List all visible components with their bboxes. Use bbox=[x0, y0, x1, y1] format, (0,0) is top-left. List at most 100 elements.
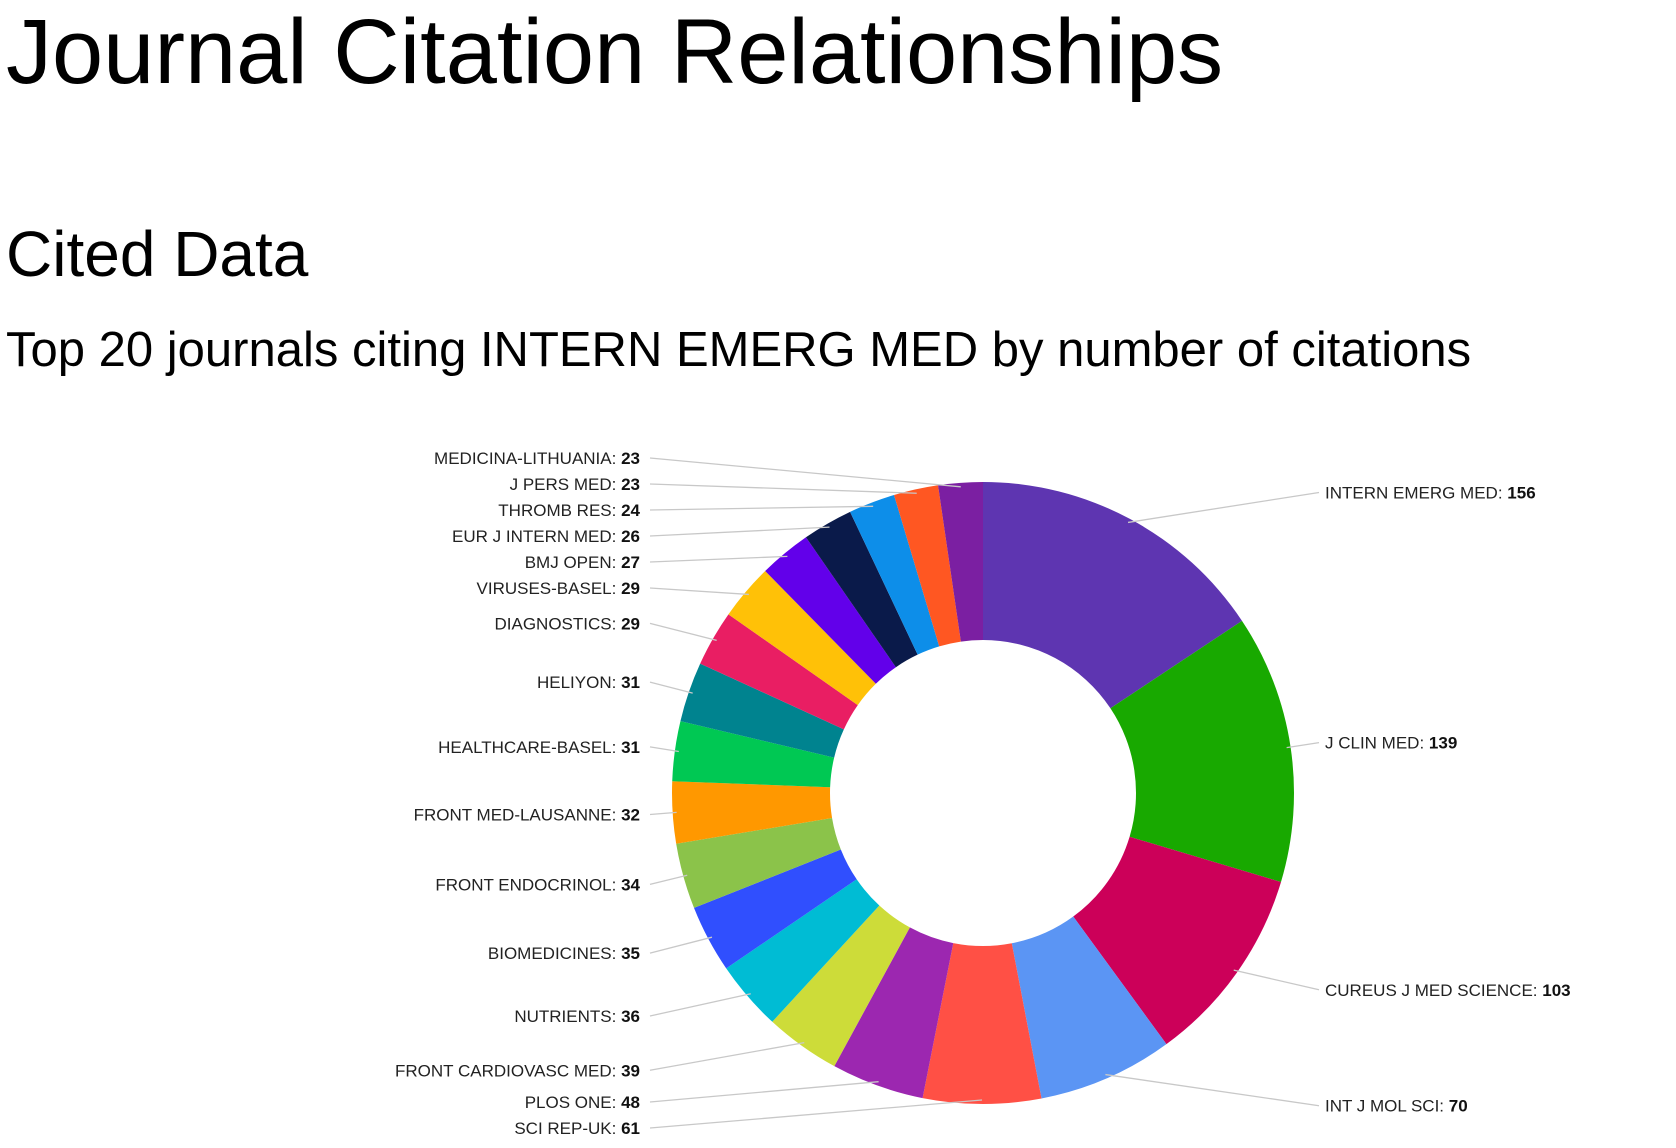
slice-label-medicina-lithuania: MEDICINA-LITHUANIA: 23 bbox=[434, 449, 640, 468]
slice-label-biomedicines: BIOMEDICINES: 35 bbox=[488, 944, 640, 963]
chart-leader-lines bbox=[649, 457, 1320, 1129]
slice-label-name: NUTRIENTS: bbox=[514, 1007, 621, 1026]
leader-line-bmj-open bbox=[649, 555, 788, 563]
slice-label-name: INT J MOL SCI: bbox=[1325, 1097, 1449, 1116]
slice-label-value: 70 bbox=[1449, 1097, 1468, 1116]
slice-label-name: EUR J INTERN MED: bbox=[452, 527, 621, 546]
slice-label-value: 23 bbox=[621, 475, 640, 494]
slice-healthcare-basel bbox=[672, 721, 835, 788]
slice-label-value: 31 bbox=[621, 738, 640, 757]
slice-label-intern-emerg-med: INTERN EMERG MED: 156 bbox=[1325, 483, 1536, 502]
slice-diagnostics bbox=[700, 614, 858, 730]
slice-label-name: INTERN EMERG MED: bbox=[1325, 483, 1507, 502]
slice-label-value: 26 bbox=[621, 527, 640, 546]
slice-label-name: FRONT MED-LAUSANNE: bbox=[414, 805, 622, 824]
slice-front-endocrinol bbox=[676, 817, 841, 908]
slice-label-name: MEDICINA-LITHUANIA: bbox=[434, 449, 621, 468]
slice-label-name: FRONT ENDOCRINOL: bbox=[435, 875, 621, 894]
slice-front-cardiovasc-med bbox=[772, 905, 910, 1067]
slice-label-value: 34 bbox=[621, 875, 640, 894]
leader-line-nutrients bbox=[649, 993, 751, 1017]
slice-label-name: J PERS MED: bbox=[510, 475, 621, 494]
slice-j-clin-med bbox=[1110, 620, 1294, 882]
leader-line-biomedicines bbox=[649, 936, 713, 954]
leader-line-sci-rep-uk bbox=[649, 1099, 983, 1129]
section-title: Cited Data bbox=[6, 218, 309, 290]
slice-label-front-med-lausanne: FRONT MED-LAUSANNE: 32 bbox=[414, 805, 640, 824]
slice-medicina-lithuania bbox=[938, 482, 983, 642]
slice-intern-emerg-med bbox=[983, 482, 1242, 709]
slice-heliyon bbox=[680, 663, 844, 758]
slice-label-name: CUREUS J MED SCIENCE: bbox=[1325, 981, 1542, 1000]
slice-int-j-mol-sci bbox=[1011, 916, 1167, 1099]
leader-line-front-med-lausanne bbox=[649, 811, 677, 816]
slice-label-bmj-open: BMJ OPEN: 27 bbox=[525, 553, 640, 572]
slice-label-sci-rep-uk: SCI REP-UK: 61 bbox=[514, 1119, 640, 1138]
leader-line-thromb-res bbox=[649, 505, 874, 511]
slice-label-healthcare-basel: HEALTHCARE-BASEL: 31 bbox=[438, 738, 640, 757]
slice-label-name: HEALTHCARE-BASEL: bbox=[438, 738, 621, 757]
slice-label-value: 36 bbox=[621, 1007, 640, 1026]
slice-label-eur-j-intern-med: EUR J INTERN MED: 26 bbox=[452, 527, 640, 546]
slice-eur-j-intern-med bbox=[805, 511, 918, 668]
slice-label-value: 35 bbox=[621, 944, 640, 963]
slice-label-heliyon: HELIYON: 31 bbox=[537, 673, 640, 692]
slice-cureus-j-med-science bbox=[1073, 836, 1281, 1045]
slice-label-name: DIAGNOSTICS: bbox=[495, 614, 622, 633]
leader-line-intern-emerg-med bbox=[1127, 491, 1320, 524]
leader-line-medicina-lithuania bbox=[649, 457, 961, 488]
leader-line-diagnostics bbox=[649, 622, 717, 641]
leader-line-plos-one bbox=[649, 1081, 879, 1103]
slice-label-value: 139 bbox=[1429, 734, 1457, 753]
slice-label-thromb-res: THROMB RES: 24 bbox=[498, 501, 640, 520]
slice-label-name: VIRUSES-BASEL: bbox=[477, 579, 622, 598]
slice-viruses-basel bbox=[728, 571, 876, 706]
page-title: Journal Citation Relationships bbox=[6, 1, 1224, 103]
slice-label-j-pers-med: J PERS MED: 23 bbox=[510, 475, 640, 494]
slice-label-nutrients: NUTRIENTS: 36 bbox=[514, 1007, 640, 1026]
slice-nutrients bbox=[726, 879, 880, 1022]
slice-label-name: PLOS ONE: bbox=[525, 1093, 621, 1112]
slice-label-value: 103 bbox=[1542, 981, 1570, 1000]
slice-front-med-lausanne bbox=[672, 781, 833, 844]
slice-label-value: 23 bbox=[621, 449, 640, 468]
slice-label-name: BMJ OPEN: bbox=[525, 553, 621, 572]
slice-label-name: HELIYON: bbox=[537, 673, 621, 692]
slice-label-front-cardiovasc-med: FRONT CARDIOVASC MED: 39 bbox=[395, 1061, 640, 1080]
leader-line-heliyon bbox=[649, 681, 693, 694]
slice-label-value: 29 bbox=[621, 614, 640, 633]
slice-label-value: 61 bbox=[621, 1119, 640, 1138]
slice-label-plos-one: PLOS ONE: 48 bbox=[525, 1093, 640, 1112]
slice-label-name: FRONT CARDIOVASC MED: bbox=[395, 1061, 621, 1080]
leader-line-j-clin-med bbox=[1286, 741, 1320, 749]
slice-label-value: 39 bbox=[621, 1061, 640, 1080]
leader-line-j-pers-med bbox=[649, 483, 917, 494]
slice-label-name: SCI REP-UK: bbox=[514, 1119, 621, 1138]
leader-line-healthcare-basel bbox=[649, 746, 679, 753]
chart-slices bbox=[672, 482, 1294, 1105]
slice-label-int-j-mol-sci: INT J MOL SCI: 70 bbox=[1325, 1097, 1468, 1116]
slice-label-name: THROMB RES: bbox=[498, 501, 621, 520]
slice-label-value: 48 bbox=[621, 1093, 640, 1112]
slice-thromb-res bbox=[850, 495, 940, 655]
slice-label-value: 29 bbox=[621, 579, 640, 598]
slice-label-name: J CLIN MED: bbox=[1325, 734, 1429, 753]
slice-biomedicines bbox=[694, 849, 857, 969]
leader-line-front-endocrinol bbox=[649, 874, 688, 886]
leader-line-cureus-j-med-science bbox=[1233, 969, 1320, 991]
slice-label-diagnostics: DIAGNOSTICS: 29 bbox=[495, 614, 641, 633]
slice-label-value: 32 bbox=[621, 805, 640, 824]
leader-line-int-j-mol-sci bbox=[1105, 1073, 1320, 1107]
leader-line-eur-j-intern-med bbox=[649, 526, 830, 537]
chart-title: Top 20 journals citing INTERN EMERG MED … bbox=[6, 323, 1472, 377]
slice-j-pers-med bbox=[894, 485, 961, 647]
chart-labels: INTERN EMERG MED: 156 J CLIN MED: 139 CURE… bbox=[395, 449, 1571, 1138]
slice-label-value: 31 bbox=[621, 673, 640, 692]
leader-line-front-cardiovasc-med bbox=[649, 1041, 805, 1071]
slice-plos-one bbox=[834, 927, 954, 1099]
slice-label-name: BIOMEDICINES: bbox=[488, 944, 621, 963]
slice-label-value: 24 bbox=[621, 501, 640, 520]
slice-label-value: 27 bbox=[621, 553, 640, 572]
slice-sci-rep-uk bbox=[922, 943, 1042, 1105]
slice-label-front-endocrinol: FRONT ENDOCRINOL: 34 bbox=[435, 875, 640, 894]
